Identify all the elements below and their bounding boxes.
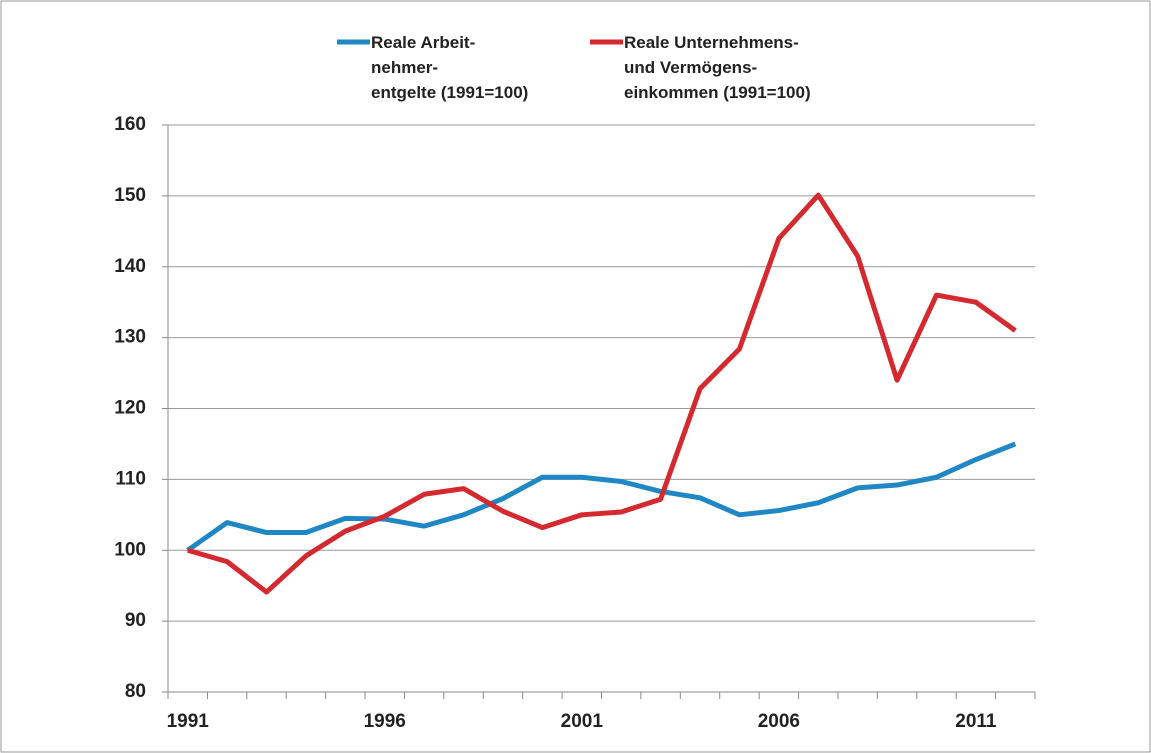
legend-line: und Vermögens- [624, 58, 757, 77]
x-tick-label: 2001 [561, 711, 604, 732]
series-line [186, 441, 1017, 553]
y-tick-label: 90 [125, 610, 146, 631]
y-tick-label: 130 [114, 327, 146, 348]
legend-line: Reale Arbeit- [371, 33, 475, 52]
legend-line: nehmer- [371, 58, 438, 77]
y-tick-label: 120 [114, 398, 146, 419]
x-tick-label: 1991 [167, 711, 210, 732]
legend-label: Reale Unternehmens-und Vermögens-einkomm… [624, 33, 811, 102]
legend-line: Reale Unternehmens- [624, 33, 799, 52]
legend-line: entgelte (1991=100) [371, 83, 528, 102]
series-line [187, 192, 1017, 595]
legend-label: Reale Arbeit-nehmer-entgelte (1991=100) [371, 33, 528, 102]
y-tick-label: 100 [114, 539, 146, 560]
x-tick-label: 2011 [955, 711, 997, 732]
y-tick-label: 80 [125, 681, 146, 702]
y-tick-label: 140 [114, 256, 146, 277]
y-tick-label: 110 [115, 468, 146, 489]
x-tick-label: 2006 [758, 711, 800, 732]
x-tick-label: 1996 [364, 711, 406, 732]
y-tick-label: 150 [114, 185, 146, 206]
legend-line: einkommen (1991=100) [624, 83, 811, 102]
y-tick-label: 160 [114, 114, 146, 135]
